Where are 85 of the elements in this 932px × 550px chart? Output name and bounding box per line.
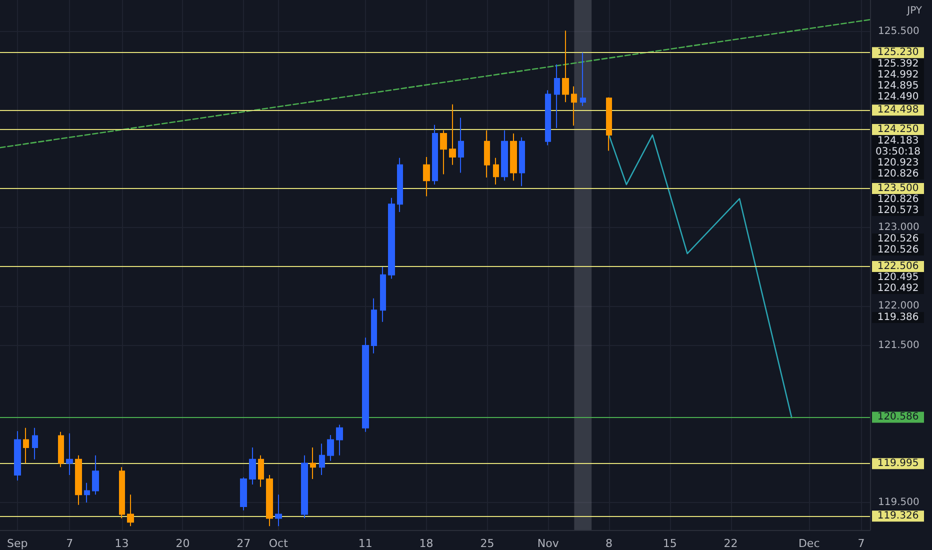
- text: 124.490: [877, 92, 919, 102]
- candlestick: [127, 494, 134, 527]
- candlestick: [493, 157, 499, 186]
- candlestick: [14, 430, 21, 482]
- candlestick: [545, 90, 551, 146]
- candlestick: [119, 466, 125, 519]
- text: 124.992: [877, 70, 919, 80]
- text: 124.895: [877, 80, 919, 92]
- candlestick: [501, 130, 508, 182]
- candlestick: [440, 130, 447, 175]
- candlestick: [449, 104, 456, 166]
- y-tick-label: 123.000: [878, 222, 920, 234]
- candlestick: [380, 266, 386, 322]
- x-tick-label: 11: [358, 537, 372, 550]
- candlestick: [84, 482, 90, 504]
- ref-line-label: 123.500: [877, 182, 919, 194]
- x-tick-label: 8: [606, 537, 612, 550]
- x-tick-label: Sep: [7, 537, 28, 550]
- candlestick: [275, 494, 282, 527]
- ref-line-label: 122.506: [877, 260, 919, 272]
- ref-line-label: 119.326: [877, 510, 919, 522]
- x-tick-label: 25: [480, 537, 494, 550]
- candlestick: [388, 197, 395, 280]
- y-tick-label: 119.500: [878, 497, 920, 508]
- candlestick: [571, 86, 577, 126]
- text: 120.495: [877, 272, 919, 283]
- line-series: [608, 134, 792, 418]
- ref-line-label: 119.995: [877, 458, 919, 470]
- candlestick: [66, 432, 73, 476]
- candlestick: [371, 298, 377, 354]
- candlestick: [327, 434, 334, 462]
- candlestick: [336, 424, 343, 456]
- candlestick: [362, 337, 369, 432]
- text: 120.826: [877, 168, 919, 180]
- candlestick: [484, 130, 490, 178]
- y-tick-label: 121.500: [878, 340, 920, 351]
- candlestick: [301, 454, 308, 519]
- candlestick: [397, 157, 403, 212]
- text: 120.526: [877, 234, 919, 244]
- text: 125.392: [877, 58, 919, 70]
- text: 120.526: [877, 244, 919, 256]
- candlestick: [606, 96, 612, 152]
- candlestick: [458, 117, 464, 174]
- candlestick: [423, 156, 430, 197]
- candlestick: [23, 427, 29, 464]
- candlestick: [32, 427, 38, 460]
- candlestick: [432, 124, 438, 186]
- ref-line-label: 124.250: [877, 124, 919, 136]
- text: JPY: [906, 6, 923, 16]
- text: 120.826: [877, 194, 919, 205]
- candlestick: [92, 454, 99, 496]
- text: 120.492: [877, 283, 919, 294]
- ref-line-label: 120.586: [877, 412, 919, 423]
- candlestick: [554, 64, 560, 128]
- text: 120.923: [877, 158, 919, 168]
- candlestick: [562, 30, 569, 103]
- candlestick: [310, 447, 316, 480]
- candlestick: [510, 132, 517, 182]
- x-tick-label: Nov: [537, 537, 560, 550]
- x-tick-label: 20: [176, 537, 190, 550]
- text: 120.573: [877, 205, 919, 216]
- text: 119.386: [877, 312, 919, 323]
- x-tick-label: Dec: [798, 537, 820, 550]
- ref-line-label: 124.498: [877, 104, 919, 116]
- x-tick-label: 13: [114, 537, 129, 550]
- x-tick-label: 15: [662, 537, 677, 550]
- x-tick-label: 18: [419, 537, 434, 550]
- x-tick-label: 7: [858, 537, 865, 550]
- candlestick: [249, 447, 256, 485]
- ref-line-label: 125.230: [877, 47, 919, 58]
- x-tick-label: Oct: [268, 537, 289, 550]
- candlestick: [75, 454, 82, 506]
- candlestick: [258, 454, 264, 488]
- candlestick: [58, 431, 64, 468]
- text: 124.183 03:50:18: [876, 136, 920, 158]
- y-tick-label: 125.500: [878, 26, 920, 37]
- x-tick-label: 27: [236, 537, 251, 550]
- candlestick: [319, 443, 325, 476]
- x-tick-label: 22: [724, 537, 738, 550]
- candlestick: [240, 476, 247, 511]
- y-tick-label: 122.000: [878, 300, 920, 312]
- candlestick: [519, 136, 525, 187]
- candlestick: [266, 474, 273, 527]
- candlestick: [580, 52, 586, 106]
- x-tick-label: 7: [66, 537, 74, 550]
